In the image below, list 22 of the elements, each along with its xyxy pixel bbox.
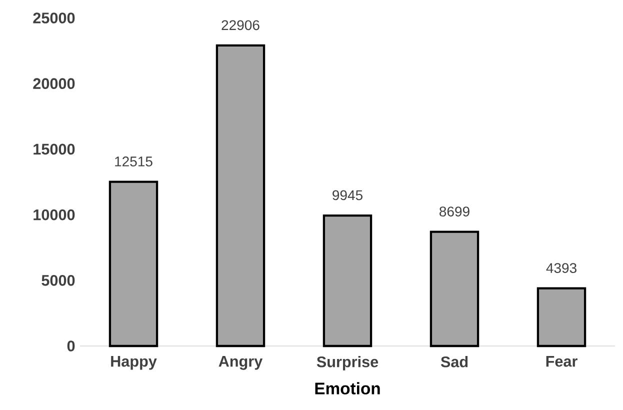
bar <box>322 214 372 348</box>
bar <box>536 287 586 348</box>
x-tick-label: Fear <box>546 356 578 367</box>
bar <box>216 44 266 348</box>
data-label: 12515 <box>115 156 152 166</box>
data-label: 9945 <box>332 190 362 200</box>
bar <box>108 180 158 348</box>
y-tick-label: 10000 <box>34 209 75 220</box>
x-tick-label: Sad <box>440 356 468 368</box>
y-tick-label: 0 <box>67 340 75 352</box>
data-label: 4393 <box>546 263 576 273</box>
data-label: 8699 <box>440 206 470 216</box>
data-label: 22906 <box>222 20 260 30</box>
x-tick-label: Happy <box>111 356 157 370</box>
x-axis-title: Emotion <box>315 382 380 394</box>
y-tick-label: 20000 <box>33 78 75 90</box>
y-tick-label: 5000 <box>42 274 75 286</box>
x-tick-label: Surprise <box>316 356 378 370</box>
y-tick-label: 25000 <box>33 12 75 24</box>
y-tick-label: 15000 <box>34 144 75 155</box>
x-tick-label: Angry <box>218 356 263 370</box>
bar <box>430 230 480 348</box>
